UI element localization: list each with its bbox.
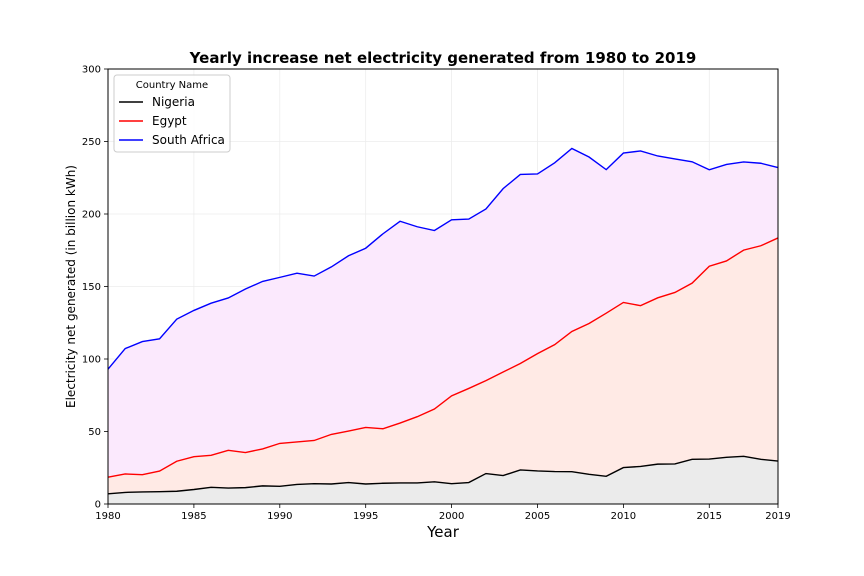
series-lines xyxy=(107,147,779,495)
legend-label-south-africa: South Africa xyxy=(152,133,225,147)
legend-entries: Nigeria Egypt South Africa xyxy=(119,95,225,147)
x-axis-label: Year xyxy=(426,523,460,541)
y-tick-label: 250 xyxy=(82,137,101,148)
x-axis-ticks: 1980 1985 1990 1995 2000 2005 2010 2015 2019 xyxy=(95,504,791,522)
x-tick-label: 1990 xyxy=(267,511,292,522)
legend: Country Name Nigeria Egypt South Africa xyxy=(113,74,231,153)
x-tick-label: 2005 xyxy=(525,511,550,522)
y-tick-label: 200 xyxy=(82,210,101,221)
x-tick-label: 2010 xyxy=(611,511,636,522)
y-axis-label: Electricity net generated (in billion kW… xyxy=(64,165,78,408)
x-tick-label: 1980 xyxy=(95,511,120,522)
chart-title: Yearly increase net electricity generate… xyxy=(189,49,697,67)
x-tick-label: 2015 xyxy=(697,511,722,522)
area-south-africa xyxy=(108,148,778,478)
x-tick-label: 1985 xyxy=(181,511,206,522)
area-egypt xyxy=(108,237,778,494)
line-south-africa xyxy=(107,147,779,370)
y-tick-label: 150 xyxy=(82,282,101,293)
y-tick-label: 50 xyxy=(88,427,101,438)
x-tick-label: 2019 xyxy=(765,511,790,522)
y-tick-label: 100 xyxy=(82,355,101,366)
y-axis-ticks: 0 50 100 150 200 250 300 xyxy=(82,65,108,511)
legend-box xyxy=(113,74,231,153)
area-nigeria xyxy=(108,456,778,504)
legend-label-nigeria: Nigeria xyxy=(152,95,195,109)
y-tick-label: 300 xyxy=(82,65,101,76)
line-nigeria xyxy=(107,455,779,495)
x-tick-label: 1995 xyxy=(353,511,378,522)
legend-title: Country Name xyxy=(136,80,208,91)
area-fills xyxy=(108,148,778,504)
line-egypt xyxy=(107,237,779,478)
x-tick-label: 2000 xyxy=(439,511,464,522)
legend-label-egypt: Egypt xyxy=(152,114,187,128)
y-tick-label: 0 xyxy=(95,500,101,511)
